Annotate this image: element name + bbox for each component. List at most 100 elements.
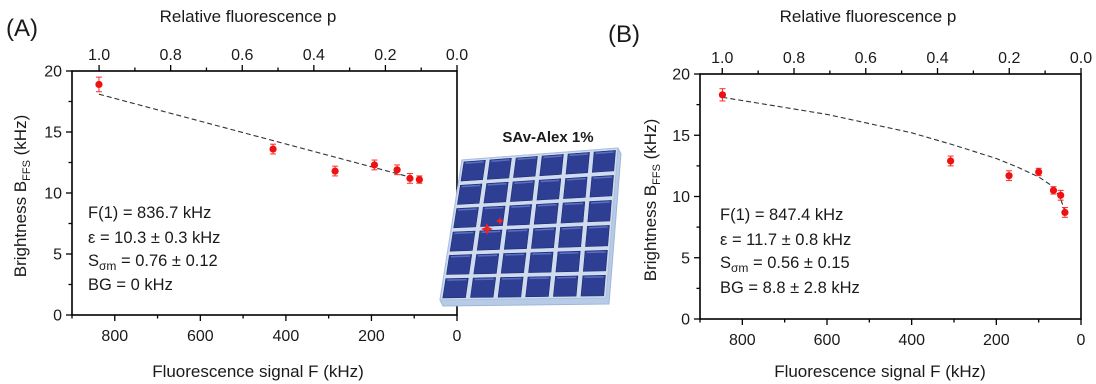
inset-tile-highlight — [591, 201, 610, 204]
panel-a-data-point — [331, 167, 339, 175]
panel-a-x-ticks: 800 600 400 200 0 — [71, 315, 462, 345]
inset-tile-highlight — [566, 177, 586, 181]
panel-b-x-tick-label: 0 — [1077, 332, 1086, 349]
inset-tile — [510, 180, 535, 202]
panel-a-data-point — [269, 145, 277, 153]
panel-a-annotation-s-sub: σm — [99, 259, 116, 273]
inset-fluorophore-star — [481, 223, 493, 235]
inset-tile-highlight — [517, 157, 536, 161]
panel-a-y-axis-title-sub: FFS — [21, 160, 33, 181]
panel-b-top-tick-label: 0.2 — [998, 50, 1020, 67]
panel-b-top-tick-label: 0.6 — [855, 50, 877, 67]
panel-a-x-tick-label: 400 — [273, 328, 300, 345]
panel-b-annotation-s-main: S — [720, 254, 731, 272]
panel-a-annotation-s-main: S — [88, 252, 99, 270]
inset-tile — [476, 229, 503, 251]
panel-b-x-tick-label: 400 — [898, 332, 925, 349]
panel-b-data-points — [718, 88, 1069, 218]
inset-tile — [563, 176, 588, 199]
panel-b-y-axis-title-main: Brightness B — [641, 185, 660, 281]
inset-tile — [555, 250, 581, 273]
panel-a-data-point — [406, 174, 414, 182]
panel-b-top-tick-label: 0.4 — [926, 50, 948, 67]
panel-b-y-tick-label: 20 — [672, 67, 690, 84]
panel-a-y-axis-title-main: Brightness B — [11, 181, 30, 277]
inset-tile — [480, 205, 506, 227]
inset-tile-highlight — [488, 182, 507, 186]
inset-surface-illustration: SAv-Alex 1% — [439, 129, 622, 307]
inset-tile-highlight — [543, 155, 562, 159]
inset-tile — [553, 275, 579, 297]
inset-tile-highlight — [537, 204, 557, 207]
inset-tile — [500, 252, 527, 274]
panel-b-annotation-bg: BG = 8.8 ± 2.8 kHz — [720, 279, 860, 297]
inset-tile-highlight — [454, 231, 474, 235]
panel-b-data-point — [1057, 191, 1065, 199]
panel-a-data-point — [370, 161, 379, 169]
inset-tile-highlight — [593, 176, 612, 179]
panel-b-data-point — [1061, 208, 1069, 217]
panel-a-x-axis-title: Fluorescence signal F (kHz) — [152, 362, 364, 381]
inset-tile — [442, 277, 469, 299]
inset-tile — [560, 201, 586, 224]
inset-tile — [536, 178, 562, 201]
panel-b-x-tick-label: 200 — [983, 332, 1010, 349]
panel-b-data-point — [718, 91, 727, 99]
inset-tile-highlight — [586, 251, 606, 254]
panel-a-top-axis-title: Relative fluorescence p — [160, 7, 337, 26]
panel-b-y-axis-title-sub: FFS — [651, 164, 663, 185]
inset-tile — [525, 276, 551, 298]
panel-b-annotation-f1: F(1) = 847.4 kHz — [720, 206, 843, 224]
panel-b-top-tick-label: 0.8 — [783, 50, 805, 67]
panel-a-annotation-f1: F(1) = 836.7 kHz — [88, 204, 211, 222]
inset-tile — [531, 227, 557, 249]
inset-tile — [533, 202, 559, 225]
panel-b-y-tick-label: 0 — [681, 312, 690, 329]
panel-a-y-tick-label: 0 — [53, 308, 62, 325]
inset-tile — [453, 207, 479, 229]
inset-tile-highlight — [564, 202, 584, 206]
panel-b-data-point — [947, 157, 955, 165]
panel-b-data-point — [1005, 172, 1013, 180]
inset-tile — [589, 175, 614, 198]
panel-b-annotation-s: Sσm = 0.56 ± 0.15 — [720, 254, 850, 275]
panel-a-y-tick-label: 15 — [44, 125, 62, 142]
inset-tile — [457, 183, 483, 205]
inset-tile-highlight — [569, 153, 588, 157]
panel-a-top-tick-label: 0.6 — [231, 47, 253, 64]
panel-b-x-axis-title: Fluorescence signal F (kHz) — [774, 362, 986, 381]
inset-tile — [558, 226, 583, 248]
panel-b-y-axis-title: Brightness BFFS (kHz) — [641, 119, 663, 282]
inset-tile-highlight — [477, 254, 498, 257]
panel-b-top-ticks: 1.0 0.8 0.6 0.4 0.2 0.0 — [711, 50, 1092, 74]
panel-b-chart: (B) Relative fluorescence p Fluorescence… — [608, 7, 1092, 381]
panel-b-data-point — [1049, 186, 1058, 194]
panel-a-x-tick-label: 200 — [358, 328, 385, 345]
panel-a-annotation-s-value: = 0.76 ± 0.12 — [116, 252, 217, 270]
inset-tile — [587, 200, 612, 223]
panel-b-y-ticks: 0 5 10 15 20 — [672, 67, 700, 329]
inset-tile — [460, 159, 486, 182]
panel-b-annotation-s-sub: σm — [731, 261, 748, 275]
panel-a-x-tick-label: 0 — [453, 328, 462, 345]
inset-tile — [473, 253, 500, 275]
panel-a-y-tick-label: 5 — [53, 247, 62, 264]
panel-a-top-tick-label: 0.4 — [303, 47, 325, 64]
panel-b-annotation-epsilon: ε = 11.7 ± 0.8 kHz — [720, 231, 851, 249]
inset-tile — [470, 277, 497, 298]
panel-a-x-tick-label: 800 — [101, 328, 128, 345]
inset-tile — [507, 204, 533, 226]
inset-tile-highlight — [511, 205, 530, 208]
panel-b-y-tick-label: 5 — [681, 250, 690, 267]
inset-tile — [449, 230, 476, 252]
panel-b-annotation-s-value: = 0.56 ± 0.15 — [748, 254, 849, 272]
panel-b-plot-layer: 800 600 400 200 0 0 5 10 15 20 1.0 0.8 0.6 0.4 0.2 0.0 — [672, 50, 1092, 349]
inset-tile-highlight — [458, 208, 477, 211]
inset-tile-highlight — [465, 161, 484, 164]
inset-tile — [539, 154, 564, 177]
inset-tile-highlight — [559, 251, 579, 255]
inset-tile — [565, 152, 590, 175]
panel-b-annotations: F(1) = 847.4 kHz ε = 11.7 ± 0.8 kHz Sσm … — [720, 206, 860, 297]
panel-b-y-tick-label: 10 — [672, 189, 690, 206]
